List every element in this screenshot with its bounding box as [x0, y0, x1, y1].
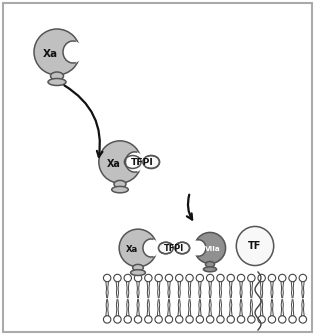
Circle shape: [206, 274, 214, 282]
Ellipse shape: [131, 270, 146, 275]
Circle shape: [217, 274, 224, 282]
Circle shape: [124, 316, 131, 323]
Text: TF: TF: [248, 241, 262, 251]
Circle shape: [196, 316, 203, 323]
Bar: [133, 157, 151, 166]
Circle shape: [268, 316, 276, 323]
Ellipse shape: [236, 226, 274, 266]
Circle shape: [237, 316, 245, 323]
Circle shape: [227, 274, 234, 282]
Circle shape: [206, 316, 214, 323]
Circle shape: [165, 316, 173, 323]
Text: Xa: Xa: [106, 159, 121, 169]
Circle shape: [289, 316, 296, 323]
Ellipse shape: [112, 186, 128, 193]
Circle shape: [145, 316, 152, 323]
Circle shape: [217, 316, 224, 323]
Bar: [166, 244, 182, 252]
Ellipse shape: [205, 262, 215, 267]
Ellipse shape: [34, 29, 80, 75]
Text: Xa: Xa: [126, 245, 138, 254]
Ellipse shape: [133, 264, 143, 271]
Circle shape: [155, 274, 162, 282]
Ellipse shape: [99, 141, 141, 183]
Circle shape: [268, 274, 276, 282]
Circle shape: [237, 274, 245, 282]
Ellipse shape: [63, 41, 83, 63]
Circle shape: [186, 274, 193, 282]
Text: Xa: Xa: [43, 49, 58, 59]
Circle shape: [145, 274, 152, 282]
Circle shape: [134, 316, 142, 323]
Circle shape: [114, 274, 121, 282]
Ellipse shape: [194, 232, 226, 264]
Circle shape: [258, 316, 265, 323]
Ellipse shape: [203, 267, 216, 272]
Circle shape: [248, 274, 255, 282]
Circle shape: [227, 316, 234, 323]
Ellipse shape: [119, 229, 157, 267]
Circle shape: [165, 274, 173, 282]
Circle shape: [124, 274, 131, 282]
Circle shape: [196, 274, 203, 282]
Ellipse shape: [143, 239, 159, 257]
Circle shape: [278, 274, 286, 282]
Circle shape: [186, 316, 193, 323]
Ellipse shape: [143, 155, 159, 169]
Ellipse shape: [158, 242, 173, 254]
Circle shape: [134, 274, 142, 282]
Text: TFPI: TFPI: [164, 244, 184, 253]
Circle shape: [103, 316, 111, 323]
Circle shape: [114, 316, 121, 323]
Circle shape: [258, 274, 265, 282]
Circle shape: [248, 316, 255, 323]
Ellipse shape: [48, 78, 66, 85]
Ellipse shape: [50, 72, 64, 80]
Text: VIIa: VIIa: [204, 246, 220, 252]
Circle shape: [175, 316, 183, 323]
Circle shape: [103, 274, 111, 282]
Circle shape: [299, 274, 306, 282]
Ellipse shape: [191, 240, 206, 256]
Circle shape: [289, 274, 296, 282]
Ellipse shape: [125, 152, 144, 172]
Circle shape: [299, 316, 306, 323]
Ellipse shape: [175, 242, 190, 254]
Circle shape: [278, 316, 286, 323]
Circle shape: [175, 274, 183, 282]
Circle shape: [155, 316, 162, 323]
Ellipse shape: [114, 181, 126, 188]
Ellipse shape: [124, 155, 141, 169]
Text: TFPI: TFPI: [131, 157, 153, 166]
